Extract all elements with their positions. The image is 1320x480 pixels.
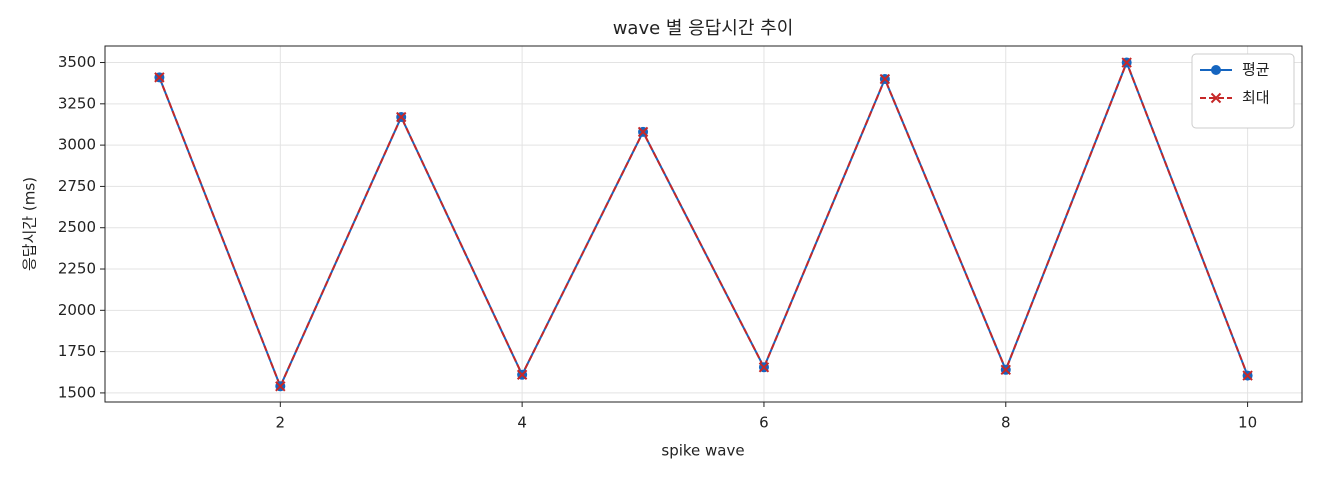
legend-label: 평균 [1242,61,1270,79]
x-tick-label: 8 [1001,414,1011,432]
marker [1000,364,1011,375]
legend-label: 최대 [1242,89,1270,107]
marker [1211,65,1221,75]
marker [637,126,649,138]
marker [1210,92,1222,104]
y-tick-label: 3000 [58,136,96,154]
marker [154,72,165,83]
chart-title: wave 별 응답시간 추이 [613,18,794,39]
plot-frame [104,45,1303,403]
series-line [158,59,1249,389]
marker [879,73,891,85]
y-tick-label: 2250 [58,260,96,278]
marker [275,381,286,392]
y-tick-label: 3250 [58,94,96,112]
y-tick-label: 2750 [58,177,96,195]
marker [396,111,407,123]
y-tick-label: 1750 [58,342,96,360]
y-tick-label: 2500 [58,218,96,236]
marker [758,362,770,373]
x-tick-label: 6 [759,414,769,432]
x-axis-label: spike wave [661,442,744,460]
x-tick-label: 10 [1238,414,1257,432]
y-tick-label: 1500 [58,383,96,401]
y-tick-label: 2000 [58,301,96,319]
y-tick-label: 3500 [58,53,96,71]
marker [516,369,528,380]
y-axis-label: 응답시간 (ms) [21,177,39,271]
x-tick-label: 2 [276,414,286,432]
series-line [158,59,1249,389]
marker [1242,370,1253,381]
x-tick-label: 4 [517,414,527,432]
marker [1121,57,1132,68]
